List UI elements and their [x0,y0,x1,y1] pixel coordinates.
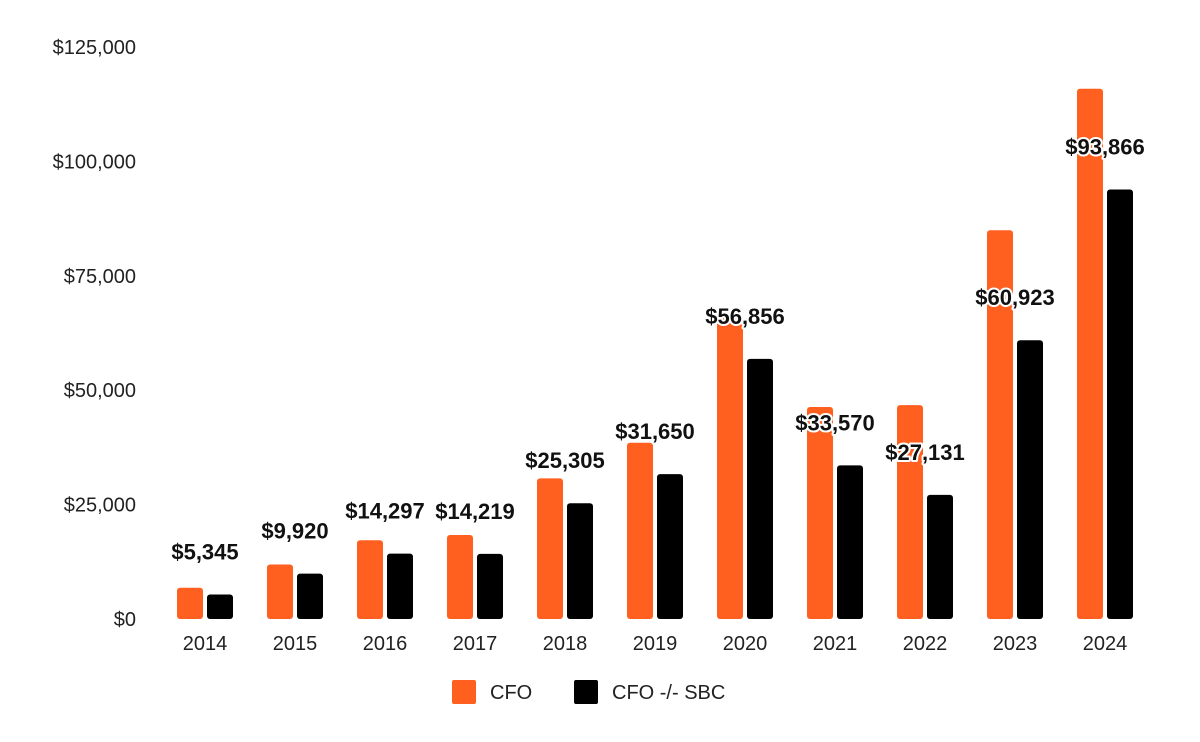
data-label: $56,856 [705,304,785,329]
bar-cfo-minus-sbc[interactable] [477,553,503,619]
bar-cfo-minus-sbc[interactable] [927,494,953,619]
legend-item-cfo[interactable]: CFO [452,680,532,704]
bar-cfo[interactable] [357,540,383,619]
x-tick-label: 2023 [993,633,1038,655]
data-label: $25,305 [525,448,605,473]
y-tick-label: $0 [114,609,136,631]
bar-cfo-minus-sbc[interactable] [387,553,413,619]
legend-swatch [452,680,476,704]
y-tick-label: $125,000 [53,37,136,59]
y-tick-label: $100,000 [53,151,136,173]
bars [177,88,1133,620]
x-tick-label: 2016 [363,633,408,655]
x-tick-label: 2018 [543,633,588,655]
x-tick-label: 2017 [453,633,498,655]
legend-label: CFO -/- SBC [612,682,725,704]
data-label: $5,345 [171,540,238,565]
data-label: $60,923 [975,285,1055,310]
bar-cfo[interactable] [177,587,203,619]
bar-cfo[interactable] [987,230,1013,619]
data-label: $33,570 [795,410,875,435]
bar-cfo[interactable] [267,564,293,619]
x-tick-label: 2015 [273,633,318,655]
x-tick-label: 2022 [903,633,948,655]
bar-cfo-minus-sbc[interactable] [297,573,323,619]
legend-item-cfo-minus-sbc[interactable]: CFO -/- SBC [574,680,725,704]
bar-cfo-minus-sbc[interactable] [567,503,593,619]
bar-cfo[interactable] [807,407,833,619]
data-label: $14,297 [345,499,425,524]
bar-cfo-minus-sbc[interactable] [207,594,233,619]
x-axis: 2014 2015 2016 2017 2018 2019 2020 2021 2022 2023… [183,633,1128,655]
bar-cfo-minus-sbc[interactable] [747,358,773,619]
data-label: $93,866 [1065,134,1145,159]
x-tick-label: 2014 [183,633,228,655]
bar-cfo-minus-sbc[interactable] [837,465,863,619]
x-tick-label: 2019 [633,633,678,655]
data-label: $27,131 [885,440,965,465]
x-tick-label: 2020 [723,633,768,655]
x-tick-label: 2021 [813,633,858,655]
y-tick-label: $50,000 [64,380,136,402]
x-tick-label: 2024 [1083,633,1128,655]
legend[interactable]: CFO CFO -/- SBC [452,680,725,704]
y-axis: $0 $25,000 $50,000 $75,000 $100,000 $125,000 [53,37,136,631]
bar-cfo-minus-sbc[interactable] [657,474,683,619]
data-label: $9,920 [261,519,328,544]
bar-cfo[interactable] [537,478,563,619]
legend-label: CFO [490,682,532,704]
bar-cfo-minus-sbc[interactable] [1017,340,1043,619]
bar-cfo[interactable] [897,405,923,619]
data-label: $14,219 [435,499,515,524]
data-label: $31,650 [615,419,695,444]
y-tick-label: $75,000 [64,266,136,288]
data-labels: $5,345 $9,920 $14,297 $14,219 $25,305 $31,650… [169,132,1146,566]
bar-cfo[interactable] [1077,88,1103,620]
bar-cfo[interactable] [447,534,473,619]
bar-cfo[interactable] [627,442,653,619]
y-tick-label: $25,000 [64,495,136,517]
legend-swatch [574,680,598,704]
bar-cfo[interactable] [717,316,743,619]
bar-cfo-minus-sbc[interactable] [1107,189,1133,619]
